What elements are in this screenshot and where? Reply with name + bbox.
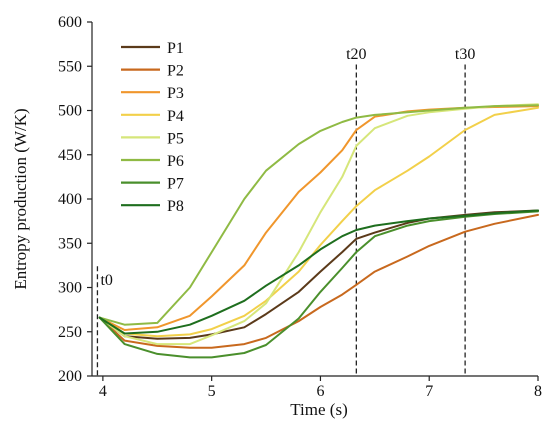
x-tick-label: 7 [425, 383, 433, 400]
legend-label-p1: P1 [167, 40, 184, 57]
marker-label-t30: t30 [455, 46, 475, 63]
legend-label-p5: P5 [167, 130, 184, 147]
y-tick-label: 400 [58, 191, 82, 208]
x-axis-ticks: 4 5 6 7 8 [99, 376, 542, 400]
time-markers: t0 t20 t30 [96, 46, 475, 376]
series-line-p7 [98, 210, 539, 359]
legend: P1 P2 P3 P4 P5 P6 P7 P8 [121, 40, 184, 215]
legend-label-p7: P7 [167, 176, 184, 193]
y-axis-title: Entropy production (W/K) [11, 108, 30, 289]
y-tick-label: 250 [58, 324, 82, 341]
y-axis-ticks: 200 250 300 350 400 450 500 550 600 [58, 14, 92, 385]
marker-label-t0: t0 [100, 272, 112, 289]
series-line-p8 [98, 209, 539, 335]
y-tick-label: 450 [58, 147, 82, 164]
y-tick-label: 500 [58, 103, 82, 120]
series-line-p2 [98, 213, 539, 349]
y-tick-label: 300 [58, 280, 82, 297]
x-tick-label: 8 [534, 383, 542, 400]
x-axis-title: Time (s) [290, 400, 347, 419]
legend-label-p6: P6 [167, 153, 184, 170]
x-tick-label: 5 [208, 383, 216, 400]
legend-label-p3: P3 [167, 85, 184, 102]
legend-label-p4: P4 [167, 108, 184, 125]
x-tick-label: 4 [99, 383, 107, 400]
y-tick-label: 550 [58, 58, 82, 75]
legend-label-p2: P2 [167, 63, 184, 80]
series-line-p5 [98, 103, 539, 346]
series-line-p6 [98, 104, 539, 326]
series-lines [98, 103, 539, 359]
y-tick-label: 350 [58, 235, 82, 252]
y-tick-label: 600 [58, 14, 82, 31]
x-tick-label: 6 [316, 383, 324, 400]
y-tick-label: 200 [58, 368, 82, 385]
legend-label-p8: P8 [167, 198, 184, 215]
series-line-p3 [98, 105, 539, 331]
series-line-p4 [98, 106, 539, 338]
marker-label-t20: t20 [346, 46, 366, 63]
